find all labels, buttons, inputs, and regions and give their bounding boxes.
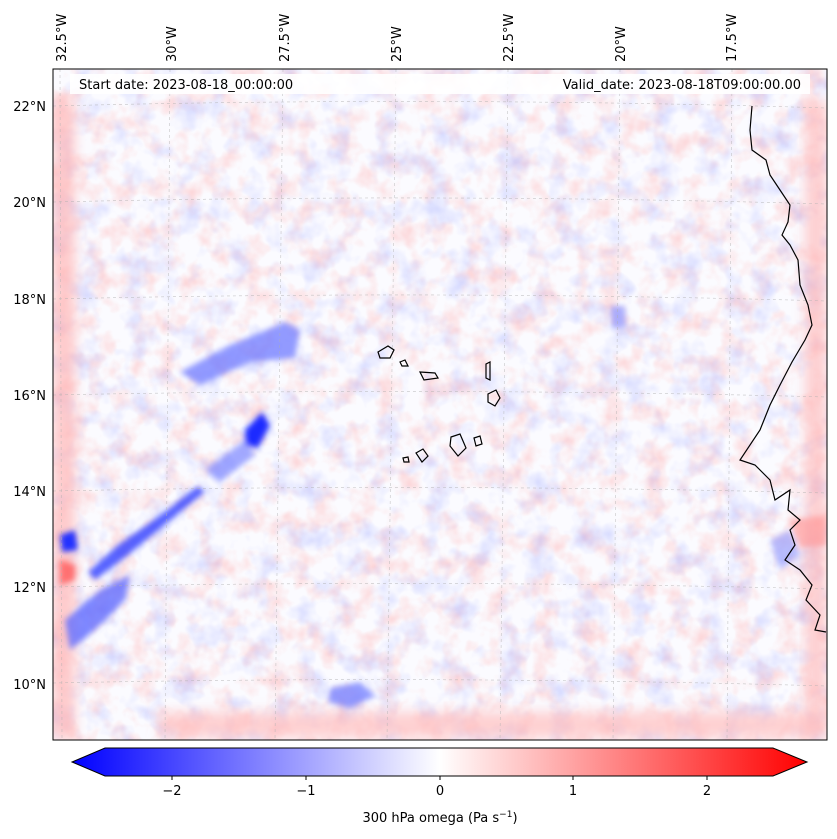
lon-label: 25°W [390, 26, 405, 62]
lat-label: 16°N [13, 389, 46, 404]
lon-label: 32.5°W [55, 14, 70, 62]
colorbar-label: 300 hPa omega (Pa s−1) [362, 810, 517, 826]
colorbar-tick-label: 1 [569, 784, 577, 799]
lon-label: 22.5°W [502, 14, 517, 62]
colorbar-tick-label: −2 [162, 784, 181, 799]
lon-label: 20°W [614, 26, 629, 62]
colorbar: −2 −1 0 1 2 300 hPa omega (Pa s−1) [70, 747, 809, 826]
lat-label: 20°N [13, 196, 46, 211]
date-banner [70, 74, 810, 94]
colorbar-tick-label: −1 [296, 784, 315, 799]
start-date-text: Start date: 2023-08-18_00:00:00 [79, 78, 294, 93]
colorbar-tick-label: 2 [703, 784, 711, 799]
gridlines [53, 69, 827, 740]
lat-label: 22°N [13, 100, 46, 115]
valid-date-text: Valid_date: 2023-08-18T09:00:00.00 [562, 78, 801, 93]
boundary-bands [53, 100, 827, 740]
ascent-regions [60, 306, 826, 708]
colorbar-tick-label: 0 [436, 784, 444, 799]
lon-label: 27.5°W [278, 14, 293, 62]
omega-field [53, 69, 827, 740]
colorbar-ticks [171, 776, 708, 780]
cape-verde-islands [377, 345, 501, 463]
lon-label: 30°W [165, 26, 180, 62]
lat-label: 12°N [13, 581, 46, 596]
colorbar-bar [70, 747, 809, 777]
lat-label: 14°N [13, 485, 46, 500]
latitude-labels: 22°N 20°N 18°N 16°N 14°N 12°N 10°N [13, 100, 46, 693]
map-border [52, 68, 828, 741]
lat-label: 18°N [13, 293, 46, 308]
africa-coastline [739, 105, 827, 633]
lat-label: 10°N [13, 678, 46, 693]
longitude-labels: 32.5°W 30°W 27.5°W 25°W 22.5°W 20°W 17.5… [55, 14, 740, 62]
lon-label: 17.5°W [725, 14, 740, 62]
